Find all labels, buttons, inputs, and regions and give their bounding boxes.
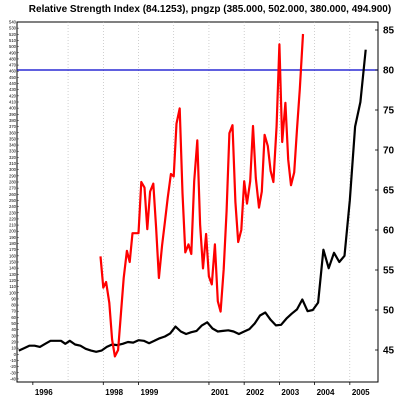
x-tick-label: 2004 (317, 388, 335, 397)
left-tick-label: 230 (9, 210, 17, 215)
left-tick-label: 470 (9, 63, 17, 68)
right-axis: 45 50 55 60 65 70 75 80 85 (375, 26, 395, 357)
left-tick-label: 410 (9, 100, 17, 105)
left-tick-label: 160 (9, 253, 17, 258)
left-tick-label: 140 (9, 266, 17, 271)
left-tick-label: 190 (9, 235, 17, 240)
right-tick-label: 45 (383, 346, 395, 357)
x-axis: 1996 1998 1999 2001 2002 2003 2004 2005 (32, 382, 370, 397)
left-tick-label: 240 (9, 204, 17, 209)
left-tick-label: 290 (9, 173, 17, 178)
x-tick-label: 1998 (105, 388, 123, 397)
price-line (18, 49, 367, 353)
left-tick-label: 310 (9, 161, 17, 166)
left-tick-label: 150 (9, 260, 17, 265)
left-tick-label: 460 (9, 69, 17, 74)
right-tick-label: 80 (383, 66, 395, 77)
right-tick-label: 55 (383, 266, 395, 277)
left-tick-label: 490 (9, 50, 17, 55)
left-tick-label: 0 (14, 352, 17, 357)
left-tick-label: 260 (9, 192, 17, 197)
left-tick-label: -20 (10, 364, 17, 369)
left-tick-label: 70 (11, 309, 16, 314)
left-tick-label: 130 (9, 272, 17, 277)
left-tick-label: 370 (9, 124, 17, 129)
left-tick-label: 440 (9, 81, 17, 86)
left-tick-label: 20 (11, 340, 16, 345)
x-tick-label: 1996 (35, 388, 53, 397)
left-tick-label: 510 (9, 38, 17, 43)
left-tick-label: 540 (9, 20, 17, 25)
left-tick-label: 270 (9, 186, 17, 191)
left-tick-label: 320 (9, 155, 17, 160)
left-tick-label: -40 (10, 376, 17, 381)
left-tick-label: 280 (9, 180, 17, 185)
left-tick-label: 420 (9, 93, 17, 98)
left-tick-label: 530 (9, 26, 17, 31)
left-tick-label: 170 (9, 247, 17, 252)
x-tick-label: 2002 (246, 388, 264, 397)
left-tick-label: 360 (9, 130, 17, 135)
left-tick-label: 250 (9, 198, 17, 203)
right-tick-label: 70 (383, 146, 395, 157)
right-tick-label: 85 (383, 26, 395, 37)
left-tick-label: -30 (10, 370, 17, 375)
left-tick-label: 50 (11, 321, 16, 326)
left-tick-label: 330 (9, 149, 17, 154)
left-tick-label: 340 (9, 143, 17, 148)
left-tick-label: 30 (11, 333, 16, 338)
left-tick-label: -10 (10, 358, 17, 363)
left-tick-label: 10 (11, 346, 16, 351)
left-tick-label: 40 (11, 327, 16, 332)
chart-title: Relative Strength Index (84.1253), pngzp… (29, 4, 391, 15)
left-tick-label: 100 (9, 290, 17, 295)
left-tick-label: 380 (9, 118, 17, 123)
left-tick-label: 90 (11, 296, 16, 301)
rsi-line (99, 33, 305, 358)
x-tick-label: 2005 (352, 388, 370, 397)
left-tick-label: 210 (9, 223, 17, 228)
x-tick-label: 1999 (141, 388, 159, 397)
left-tick-label: 110 (9, 284, 16, 289)
left-tick-label: 180 (9, 241, 17, 246)
right-tick-label: 65 (383, 186, 395, 197)
right-tick-label: 50 (383, 306, 395, 317)
left-tick-label: 120 (9, 278, 17, 283)
left-tick-label: 480 (9, 56, 17, 61)
left-tick-label: 500 (9, 44, 17, 49)
right-tick-label: 60 (383, 226, 395, 237)
plot-area (16, 21, 379, 383)
left-tick-label: 350 (9, 136, 17, 141)
left-tick-label: 220 (9, 216, 17, 221)
left-tick-label: 80 (11, 303, 16, 308)
right-tick-label: 75 (383, 106, 395, 117)
left-tick-label: 400 (9, 106, 17, 111)
x-tick-label: 2003 (281, 388, 299, 397)
left-tick-label: 200 (9, 229, 17, 234)
left-tick-label: 300 (9, 167, 17, 172)
x-tick-label: 2001 (211, 388, 229, 397)
left-tick-label: 520 (9, 32, 17, 37)
series-group (18, 33, 367, 358)
left-tick-label: 450 (9, 75, 17, 80)
left-tick-label: 390 (9, 112, 17, 117)
left-tick-label: 60 (11, 315, 16, 320)
left-tick-label: 430 (9, 87, 17, 92)
